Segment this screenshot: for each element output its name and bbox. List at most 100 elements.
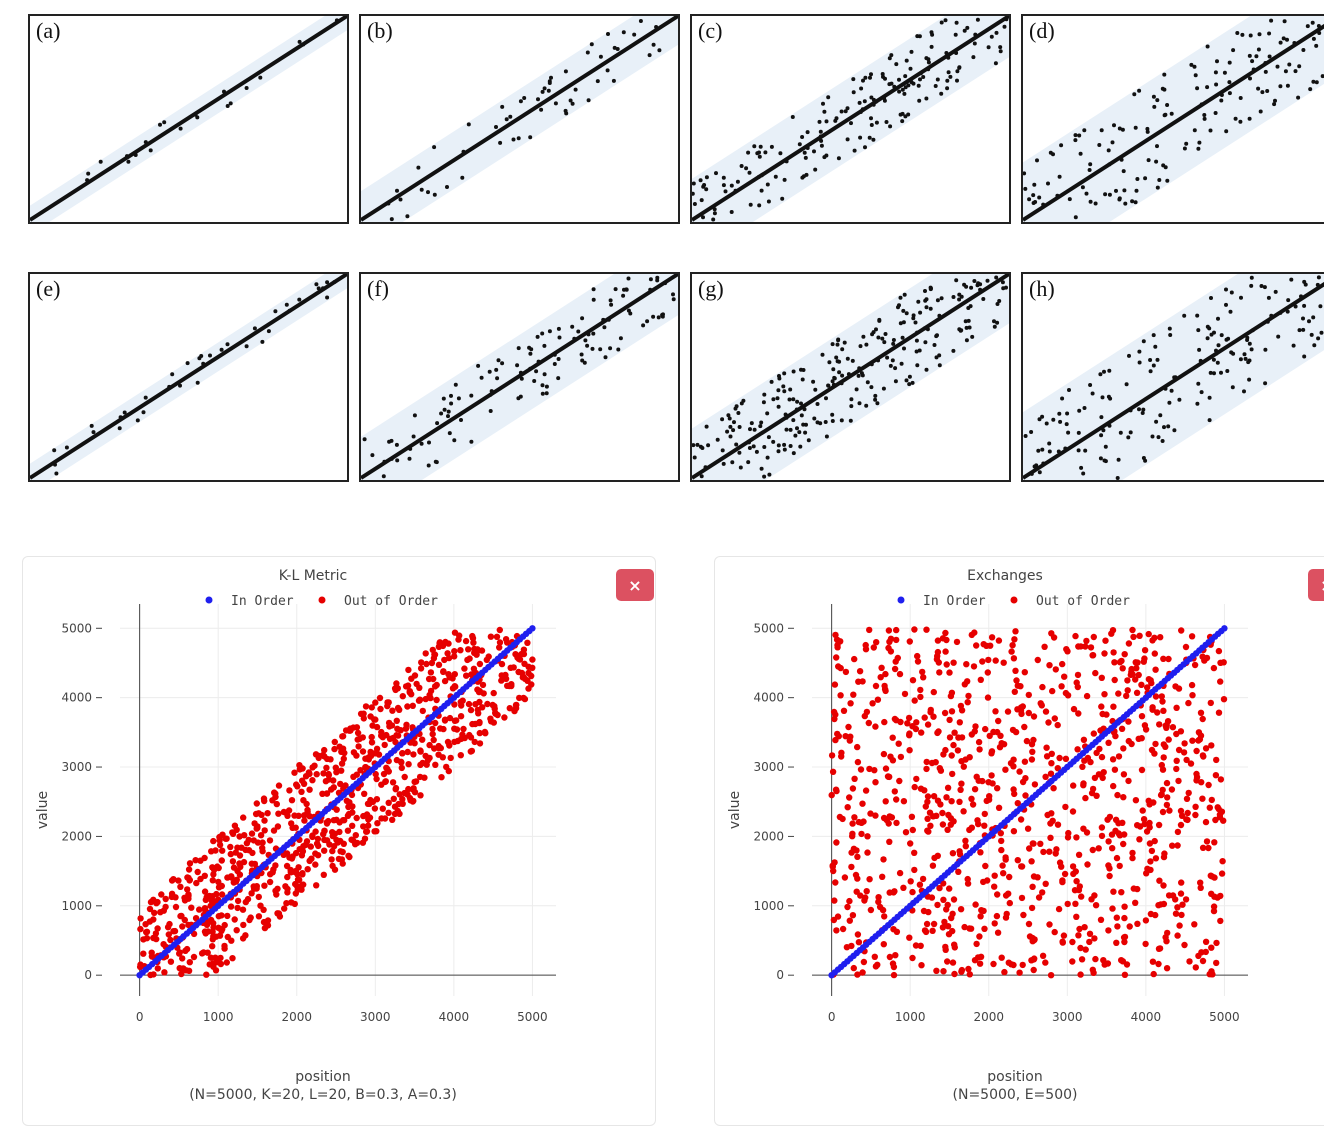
point	[1225, 369, 1230, 373]
point-out-of-order	[490, 689, 497, 697]
point	[914, 349, 919, 354]
point-out-of-order	[283, 900, 290, 907]
point	[939, 20, 944, 25]
point-out-of-order	[261, 817, 268, 824]
point-out-of-order	[193, 879, 200, 887]
point	[823, 420, 828, 424]
point-out-of-order	[1072, 868, 1079, 875]
point	[568, 98, 573, 103]
point-out-of-order	[844, 804, 851, 811]
point-out-of-order	[1112, 816, 1120, 823]
point-out-of-order	[462, 637, 470, 645]
trend-line	[361, 16, 678, 222]
point-out-of-order	[1169, 724, 1177, 731]
point-out-of-order	[469, 632, 476, 640]
point	[1112, 123, 1116, 128]
point-out-of-order	[1134, 659, 1141, 666]
panel-g: (g)	[690, 272, 1011, 482]
point	[1154, 159, 1159, 164]
point-out-of-order	[1021, 669, 1028, 676]
point-out-of-order	[1042, 959, 1049, 966]
point-out-of-order	[359, 839, 367, 846]
point	[738, 465, 743, 470]
point	[589, 42, 594, 47]
point-out-of-order	[854, 758, 862, 766]
point-out-of-order	[1077, 971, 1084, 978]
point-out-of-order	[201, 872, 208, 879]
point-out-of-order	[906, 934, 913, 941]
point-out-of-order	[1070, 705, 1078, 713]
close-button[interactable]: ×	[616, 569, 654, 601]
point	[1058, 419, 1063, 424]
point	[751, 444, 756, 449]
point-out-of-order	[1082, 946, 1089, 953]
point-out-of-order	[186, 959, 193, 966]
point-out-of-order	[891, 788, 898, 795]
point-out-of-order	[451, 701, 458, 708]
point	[966, 318, 971, 323]
point	[1088, 162, 1093, 167]
point	[1205, 85, 1210, 90]
point-out-of-order	[1156, 721, 1163, 728]
point-out-of-order	[476, 740, 484, 747]
point	[1247, 341, 1252, 346]
point	[1076, 430, 1081, 435]
point	[1057, 411, 1062, 416]
point-out-of-order	[1095, 845, 1102, 852]
point-out-of-order	[844, 903, 851, 911]
point-out-of-order	[390, 795, 397, 802]
point-out-of-order	[402, 725, 410, 732]
point	[958, 328, 963, 333]
point-out-of-order	[321, 827, 328, 834]
point	[818, 129, 823, 134]
point-out-of-order	[930, 713, 937, 720]
point	[954, 20, 959, 25]
point	[767, 472, 772, 477]
point-out-of-order	[1062, 803, 1069, 811]
point-out-of-order	[368, 704, 375, 711]
point-out-of-order	[1047, 770, 1055, 777]
point	[1077, 408, 1082, 413]
point-out-of-order	[521, 660, 528, 667]
close-button[interactable]: ×	[1308, 569, 1324, 601]
point-out-of-order	[1029, 748, 1036, 755]
point	[1161, 163, 1166, 168]
point-out-of-order	[1202, 938, 1210, 945]
trend-line	[30, 274, 347, 480]
point-out-of-order	[968, 824, 975, 831]
point-out-of-order	[294, 876, 302, 883]
point-out-of-order	[1005, 959, 1012, 966]
point-out-of-order	[216, 841, 224, 849]
point	[692, 455, 697, 460]
point-out-of-order	[1042, 880, 1049, 887]
point-out-of-order	[331, 738, 338, 746]
point-out-of-order	[1018, 710, 1025, 718]
point-out-of-order	[385, 799, 392, 806]
point	[883, 332, 888, 336]
point-out-of-order	[368, 739, 376, 746]
point	[712, 211, 717, 216]
point-out-of-order	[188, 904, 195, 911]
point-out-of-order	[433, 681, 440, 689]
point	[888, 124, 893, 129]
point-out-of-order	[950, 741, 957, 749]
point	[775, 396, 780, 401]
point-out-of-order	[1039, 683, 1046, 691]
point-out-of-order	[862, 787, 870, 794]
x-axis-title: position	[987, 1069, 1042, 1085]
point	[1037, 417, 1042, 422]
point-out-of-order	[1090, 969, 1097, 976]
point	[869, 116, 873, 121]
point	[861, 334, 866, 339]
point	[1302, 354, 1307, 359]
point	[419, 441, 424, 446]
point-out-of-order	[875, 898, 882, 906]
point-out-of-order	[1125, 777, 1132, 785]
point-out-of-order	[849, 820, 856, 827]
point-out-of-order	[951, 944, 958, 951]
point	[586, 98, 591, 103]
point-out-of-order	[1018, 863, 1025, 870]
point-out-of-order	[340, 755, 347, 762]
point	[763, 150, 768, 155]
point-out-of-order	[966, 971, 973, 978]
